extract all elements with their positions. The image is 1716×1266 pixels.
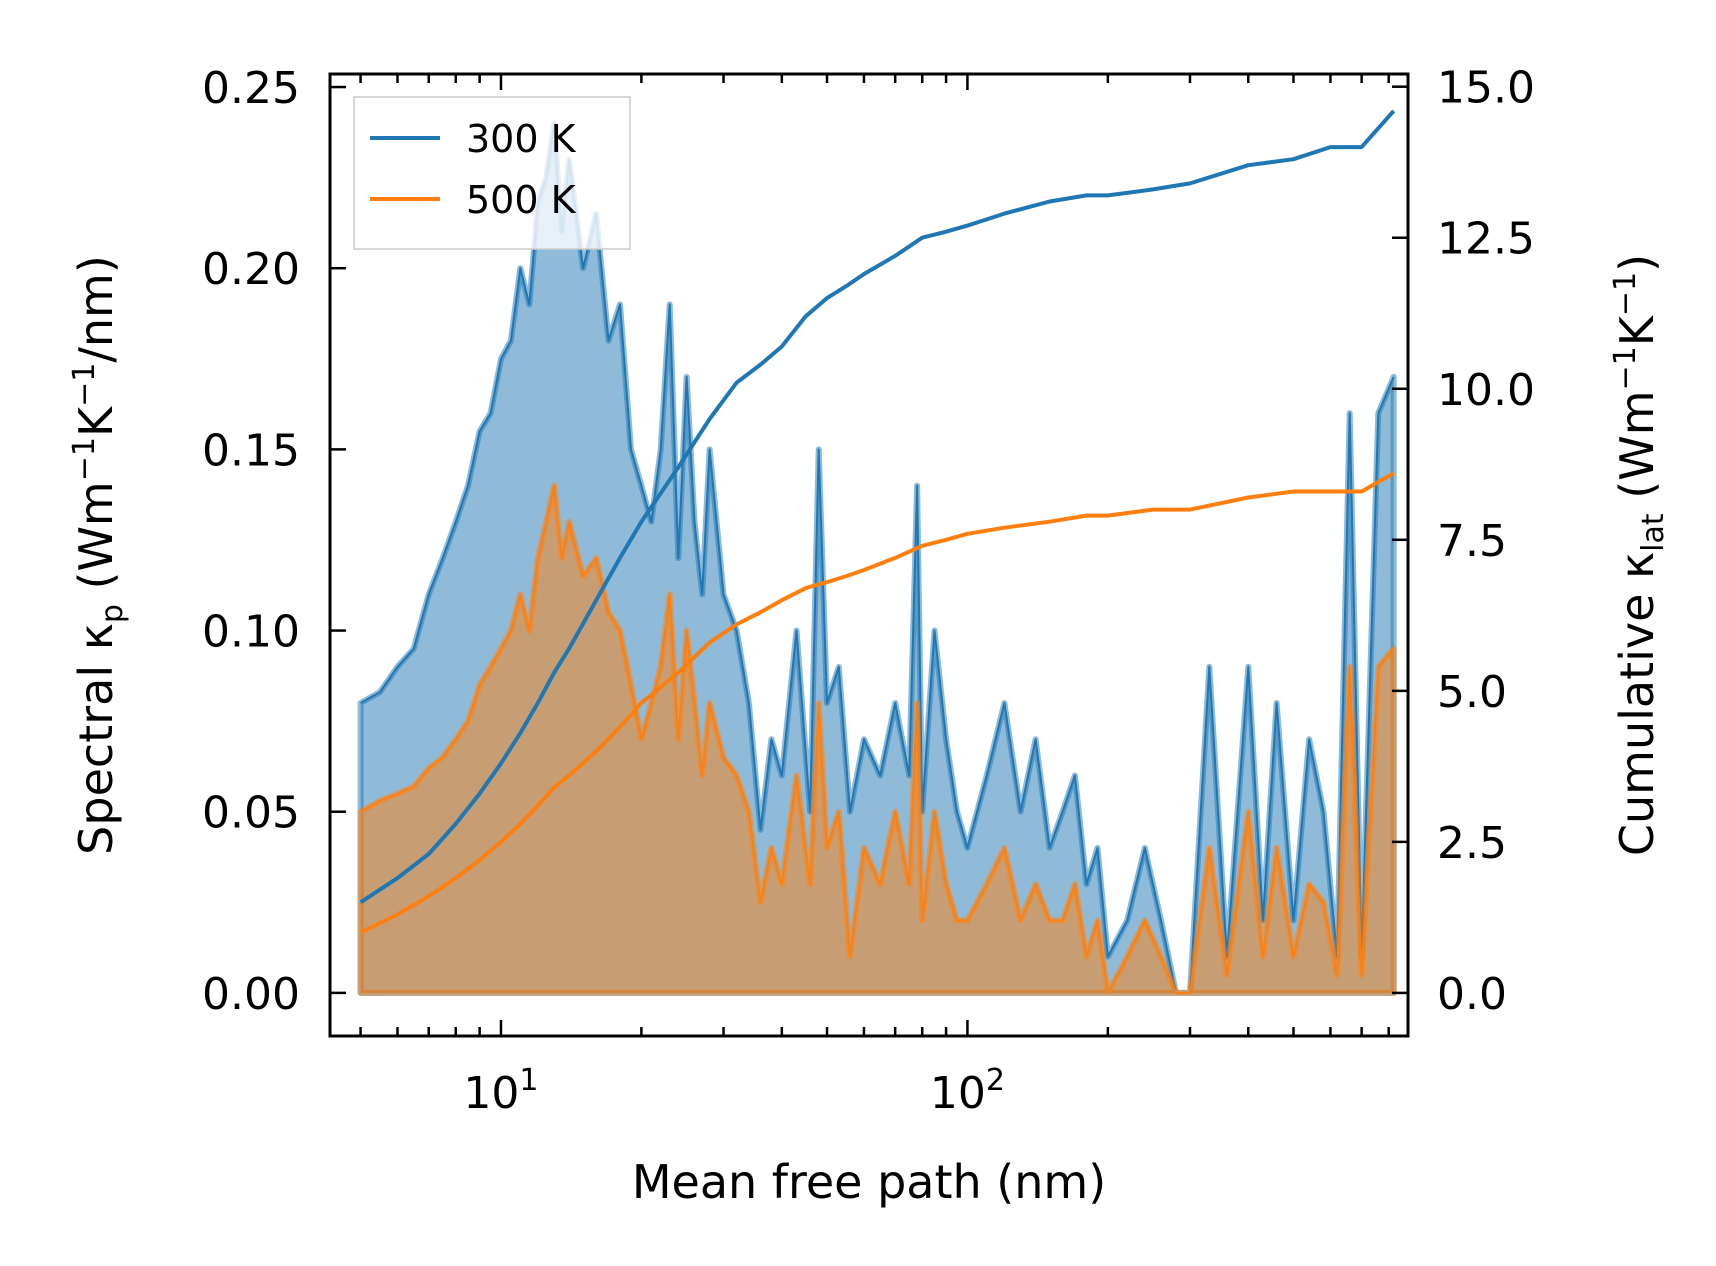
legend: 300 K 500 K [353, 96, 631, 250]
y-right-tick-label: 15.0 [1437, 63, 1535, 114]
y-right-tick-label: 12.5 [1437, 214, 1535, 265]
y-axis-right-label: Cumulative κlat (Wm−1K−1) [1608, 254, 1671, 856]
y-right-tick-label: 5.0 [1437, 667, 1507, 718]
cumulative-layer [359, 109, 1396, 935]
y-left-tick-label: 0.25 [202, 63, 300, 114]
y-left-tick-label: 0.05 [202, 788, 300, 839]
x-axis-label: Mean free path (nm) [632, 1155, 1106, 1209]
spectral-line-500k [360, 484, 1395, 994]
spectral-500k-layer [357, 482, 1397, 996]
y-right-tick-label: 2.5 [1437, 818, 1507, 869]
plot-frame [328, 72, 1410, 1038]
cumulative-line-300k [359, 109, 1396, 904]
x-tick-label: 101 [463, 1063, 538, 1119]
y-right-tick-label: 0.0 [1437, 969, 1507, 1020]
y-left-tick-label: 0.10 [202, 607, 300, 658]
legend-label-500k: 500 K [466, 178, 577, 222]
legend-box [353, 96, 631, 250]
y-right-tick-label: 10.0 [1437, 365, 1535, 416]
y-left-tick-label: 0.20 [202, 244, 300, 295]
y-right-tick-label: 7.5 [1437, 516, 1507, 567]
legend-label-300k: 300 K [466, 117, 577, 161]
y-left-tick-label: 0.15 [202, 425, 300, 476]
y-axis-left-label: Spectral κp (Wm−1K−1/nm) [67, 255, 130, 855]
x-tick-label: 102 [930, 1063, 1005, 1119]
y-left-tick-label: 0.00 [202, 969, 300, 1020]
cumulative-line-500k [359, 471, 1395, 935]
tick-labels: 101 102 0.00 0.05 0.10 0.15 0.20 0.25 0.0 2.5 5.0 7… [202, 63, 1535, 1119]
tick-marks [330, 74, 1408, 1036]
